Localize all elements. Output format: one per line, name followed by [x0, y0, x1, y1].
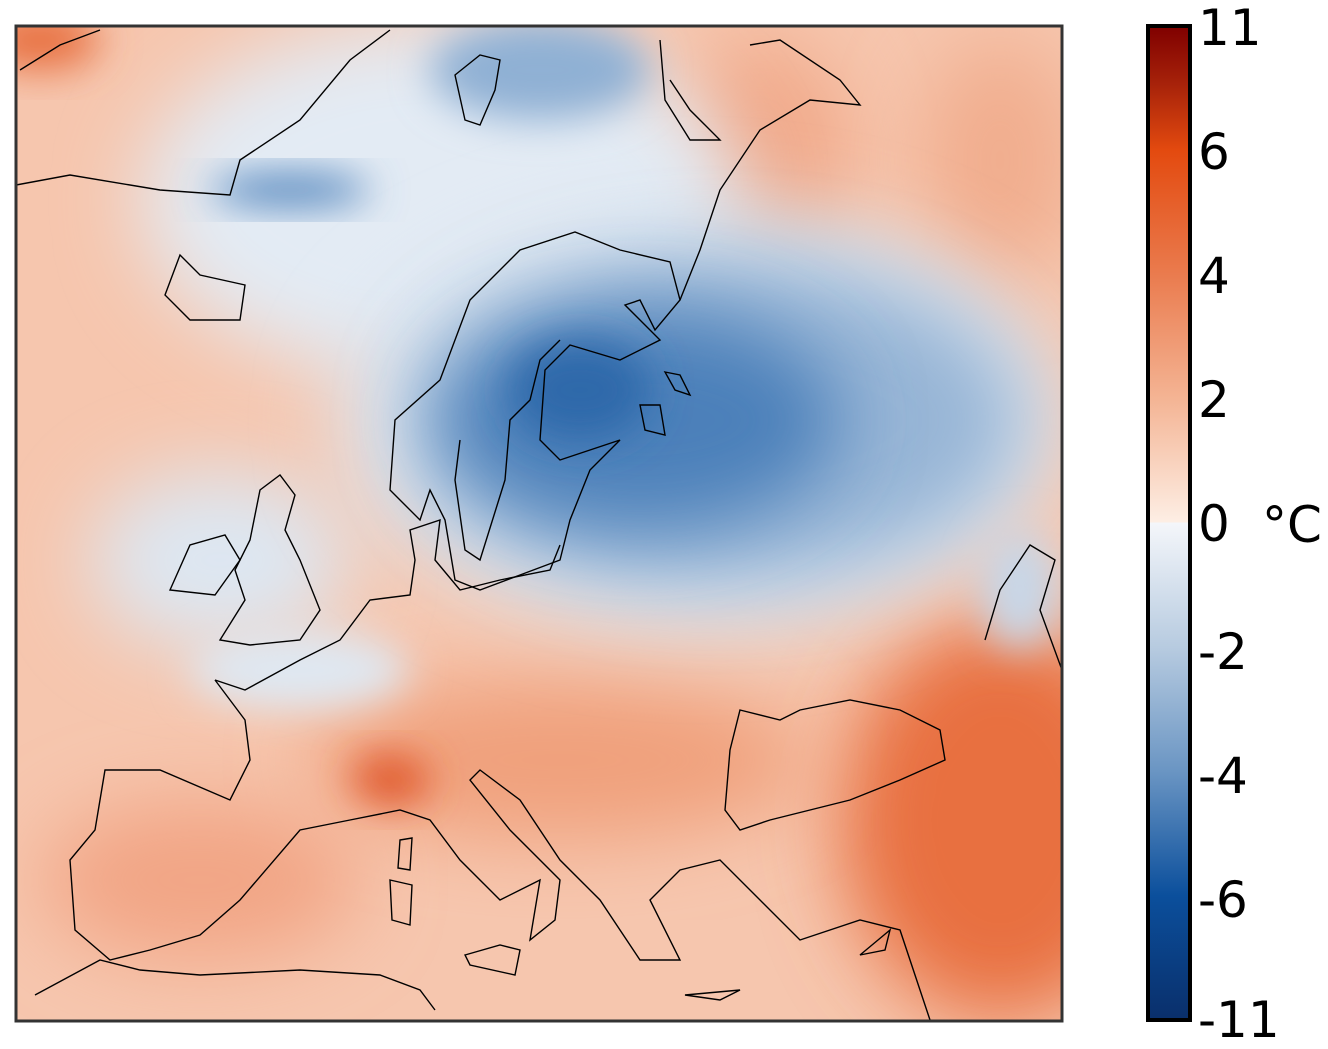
colorbar-gradient — [1146, 24, 1192, 1022]
colorbar-tick: 6 — [1198, 123, 1230, 181]
colorbar-tick: -6 — [1198, 871, 1248, 929]
map-frame — [14, 24, 1064, 1023]
colorbar-tick: -4 — [1198, 747, 1248, 805]
anomaly-field — [16, 26, 1062, 1021]
colorbar-tick: -2 — [1198, 623, 1248, 681]
colorbar-unit: °C — [1262, 496, 1322, 554]
colorbar-tick: 11 — [1198, 0, 1262, 57]
colorbar-tick: 4 — [1198, 247, 1230, 305]
coastlines — [16, 29, 1062, 1021]
colorbar-tick: 0 — [1198, 495, 1230, 553]
colorbar-tick: 2 — [1198, 371, 1230, 429]
colorbar-tick: -11 — [1198, 991, 1280, 1049]
colorbar — [1146, 24, 1192, 1022]
